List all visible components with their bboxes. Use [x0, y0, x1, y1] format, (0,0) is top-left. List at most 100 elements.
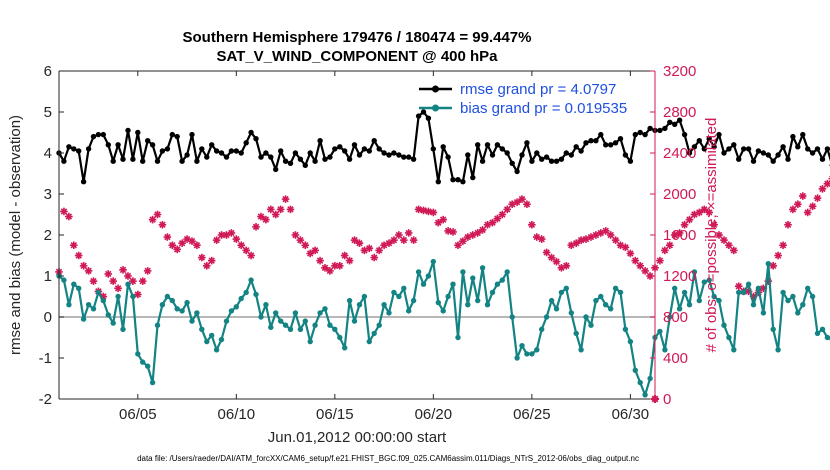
- rmse-point: [297, 156, 304, 162]
- obs-count-marker: [449, 228, 457, 236]
- bias-point: [795, 310, 801, 316]
- bias-point: [598, 293, 604, 300]
- rmse-point: [366, 148, 372, 154]
- data-file-footer: data file: /Users/raeder/DAI/ATM_forcXX/…: [137, 454, 639, 463]
- bias-point: [701, 279, 707, 285]
- bias-point: [785, 297, 791, 304]
- bias-point: [410, 297, 417, 304]
- bias-point: [676, 306, 683, 312]
- rmse-point: [268, 154, 274, 160]
- obs-count-marker: [109, 277, 117, 285]
- bias-point: [297, 326, 304, 332]
- bias-point: [406, 308, 412, 314]
- bias-point: [450, 281, 456, 287]
- bias-point: [775, 347, 781, 353]
- rmse-point: [95, 131, 102, 138]
- obs-count-marker: [89, 277, 98, 285]
- rmse-point: [681, 131, 688, 138]
- rmse-point: [465, 152, 471, 158]
- rmse-point: [169, 131, 175, 138]
- obs-count-marker: [296, 236, 305, 244]
- bias-point: [66, 302, 72, 308]
- bias-point: [95, 289, 102, 296]
- obs-count-marker: [399, 236, 408, 244]
- bias-point: [509, 314, 515, 320]
- obs-count-marker: [60, 207, 68, 216]
- obs-count-marker: [227, 229, 236, 237]
- obs-count-marker: [705, 208, 713, 217]
- obs-count-marker: [808, 202, 817, 211]
- obs-count-marker: [444, 227, 452, 235]
- obs-count-marker: [547, 253, 556, 262]
- bias-point: [258, 314, 264, 320]
- obs-count-marker: [606, 231, 615, 239]
- y-right-tick-label: 2000: [663, 186, 696, 203]
- rmse-point: [504, 150, 510, 156]
- rmse-point: [819, 156, 826, 162]
- rmse-point: [627, 158, 634, 164]
- bias-point: [647, 375, 653, 382]
- obs-count-marker: [675, 229, 684, 237]
- rmse-point: [775, 152, 781, 158]
- bias-point: [593, 297, 599, 304]
- obs-count-marker: [710, 220, 718, 229]
- obs-count-marker: [267, 205, 275, 214]
- bias-point: [351, 318, 358, 324]
- bias-point: [420, 281, 427, 287]
- rmse-point: [765, 152, 771, 158]
- y-left-tick-label: 6: [44, 63, 52, 80]
- y-right-axis-label: # of obs: o=possible; ×=assimilated: [703, 118, 720, 353]
- bias-point: [627, 338, 634, 345]
- rmse-point: [145, 138, 151, 144]
- rmse-point: [686, 150, 693, 156]
- obs-count-marker: [198, 253, 206, 262]
- obs-count-marker: [700, 205, 709, 214]
- rmse-point: [317, 138, 323, 144]
- obs-count-marker: [202, 261, 211, 270]
- rmse-point: [307, 150, 313, 156]
- obs-count-marker: [74, 251, 83, 260]
- obs-count-marker: [326, 267, 334, 275]
- bias-point: [479, 265, 486, 271]
- bias-point: [213, 347, 220, 353]
- rmse-point: [278, 148, 284, 154]
- obs-count-marker: [242, 246, 250, 255]
- rmse-point: [356, 152, 363, 158]
- rmse-point: [361, 146, 368, 152]
- obs-count-marker: [542, 248, 551, 257]
- bias-point: [415, 269, 422, 275]
- bias-point: [445, 293, 451, 300]
- bias-point: [750, 302, 757, 308]
- obs-count-marker: [409, 236, 418, 244]
- rmse-point: [130, 156, 136, 162]
- bias-point: [361, 293, 368, 300]
- obs-count-marker: [212, 236, 221, 244]
- rmse-point: [455, 177, 461, 183]
- bias-point: [558, 289, 565, 296]
- bias-point: [253, 291, 259, 298]
- y-left-tick-label: 0: [44, 309, 52, 326]
- bias-point: [184, 299, 190, 306]
- obs-count-marker: [636, 261, 645, 270]
- y-left-tick-label: -2: [39, 391, 52, 408]
- obs-count-marker: [355, 239, 364, 247]
- obs-count-marker: [321, 264, 329, 272]
- rmse-point: [406, 154, 412, 160]
- y-right-tick-label: 1200: [663, 268, 696, 285]
- obs-count-marker: [370, 253, 379, 262]
- x-tick-label: 06/30: [612, 406, 650, 423]
- obs-count-marker: [271, 210, 280, 219]
- rmse-point: [475, 142, 481, 148]
- rmse-point: [824, 146, 830, 152]
- obs-count-marker: [237, 241, 246, 250]
- rmse-point: [632, 131, 638, 138]
- bias-point: [583, 314, 589, 320]
- rmse-point: [238, 150, 244, 156]
- bias-point: [573, 330, 579, 337]
- rmse-point: [209, 142, 215, 148]
- bias-point: [71, 281, 77, 287]
- rmse-point: [376, 146, 382, 152]
- bias-point: [765, 261, 771, 267]
- obs-count-marker: [434, 218, 443, 227]
- rmse-point: [657, 127, 663, 134]
